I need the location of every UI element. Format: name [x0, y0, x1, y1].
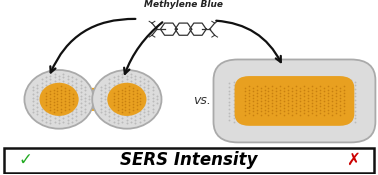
- FancyBboxPatch shape: [5, 148, 373, 173]
- FancyBboxPatch shape: [214, 60, 375, 142]
- Circle shape: [25, 70, 94, 129]
- Text: ✗: ✗: [346, 151, 360, 169]
- Circle shape: [107, 83, 146, 116]
- Text: Methylene Blue: Methylene Blue: [144, 0, 223, 9]
- FancyBboxPatch shape: [235, 76, 354, 126]
- FancyBboxPatch shape: [57, 88, 129, 111]
- Text: SERS Intensity: SERS Intensity: [120, 151, 258, 169]
- Circle shape: [92, 70, 161, 129]
- Text: vs.: vs.: [193, 94, 211, 107]
- Text: ✓: ✓: [18, 151, 32, 169]
- Circle shape: [39, 83, 79, 116]
